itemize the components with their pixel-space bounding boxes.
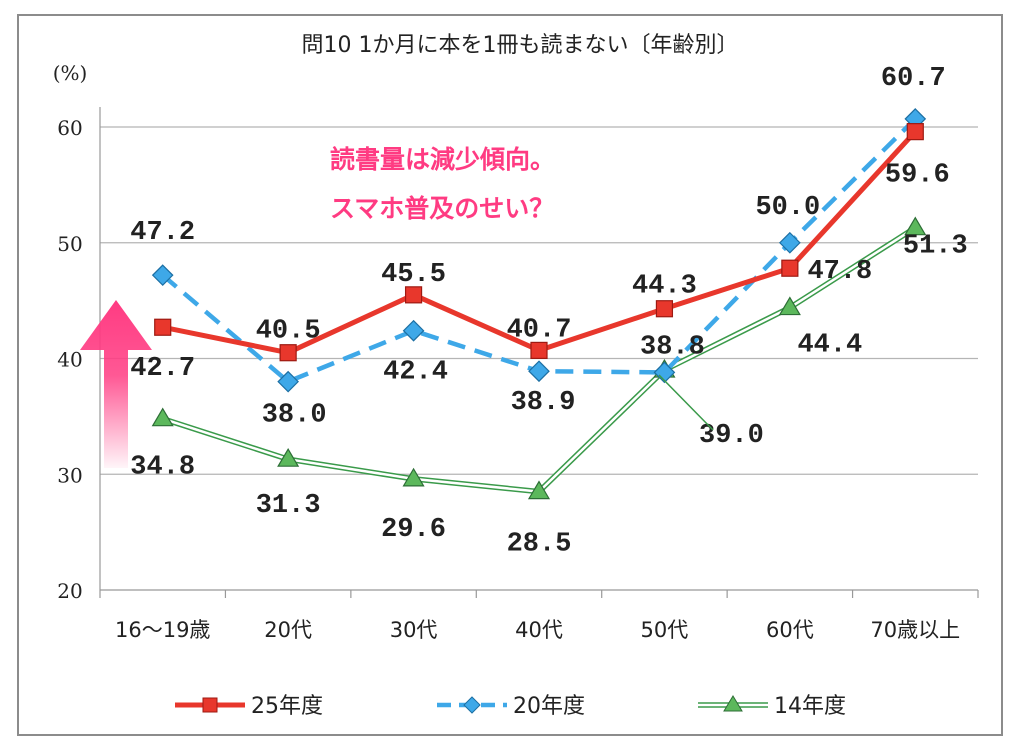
data-point bbox=[904, 216, 927, 236]
legend-label: 14年度 bbox=[774, 694, 846, 719]
data-label: 44.4 bbox=[797, 331, 862, 361]
data-label: 47.8 bbox=[807, 257, 872, 287]
data-point bbox=[151, 264, 174, 287]
data-point bbox=[528, 360, 550, 383]
data-label: 47.2 bbox=[130, 218, 195, 248]
series-layer bbox=[151, 108, 927, 500]
data-point bbox=[530, 341, 548, 359]
y-tick-label: 60 bbox=[57, 116, 82, 140]
data-label: 40.5 bbox=[256, 317, 321, 347]
x-tick-label: 60代 bbox=[766, 618, 814, 642]
y-tick-label: 20 bbox=[57, 579, 82, 603]
legend-marker bbox=[463, 696, 481, 714]
label-leader-line bbox=[658, 374, 714, 431]
legend-marker bbox=[202, 697, 218, 713]
data-point bbox=[154, 318, 172, 336]
series-25年度 bbox=[154, 123, 924, 362]
annotation-line-2: スマホ普及のせい？ bbox=[330, 194, 554, 223]
data-point bbox=[906, 123, 924, 141]
legend-label: 25年度 bbox=[251, 694, 323, 719]
data-label: 38.0 bbox=[262, 401, 327, 431]
annotation-line-1: 読書量は減少傾向。 bbox=[330, 145, 555, 174]
x-axis: 16〜19歳 20代 30代 40代 50代 60代 70歳以上 bbox=[99, 107, 979, 642]
data-point bbox=[151, 407, 174, 427]
chart-frame bbox=[17, 14, 1003, 736]
data-point bbox=[404, 286, 423, 304]
data-point bbox=[279, 344, 297, 362]
series-20年度 bbox=[151, 108, 927, 393]
x-tick-label: 30代 bbox=[390, 618, 438, 642]
data-label: 42.4 bbox=[383, 358, 448, 388]
data-label: 45.5 bbox=[381, 260, 446, 290]
y-tick-label: 40 bbox=[57, 348, 82, 372]
data-point bbox=[779, 231, 801, 254]
trend-arrow bbox=[80, 300, 152, 468]
y-tick-label: 30 bbox=[57, 463, 82, 487]
x-tick-label: 50代 bbox=[641, 618, 689, 642]
y-tick-label: 50 bbox=[57, 232, 82, 256]
y-axis-unit: (%) bbox=[53, 61, 88, 85]
x-tick-label: 20代 bbox=[264, 618, 312, 642]
data-point bbox=[402, 319, 425, 342]
data-label: 51.3 bbox=[903, 232, 968, 262]
legend-label: 20年度 bbox=[513, 694, 585, 719]
data-point bbox=[402, 467, 425, 487]
data-point bbox=[655, 300, 674, 318]
data-point bbox=[527, 480, 551, 500]
x-tick-label: 40代 bbox=[515, 618, 563, 642]
legend-item-14年度: 14年度 bbox=[698, 694, 846, 719]
data-point bbox=[277, 448, 300, 467]
data-label: 38.8 bbox=[640, 332, 705, 362]
gridlines bbox=[100, 126, 978, 591]
data-label: 42.7 bbox=[130, 354, 195, 384]
legend: 25年度 20年度 14年度 bbox=[175, 694, 846, 719]
data-label: 50.0 bbox=[755, 193, 820, 223]
data-label: 31.3 bbox=[256, 491, 321, 521]
data-label: 29.6 bbox=[381, 515, 446, 545]
data-label: 40.7 bbox=[507, 315, 572, 345]
x-tick-label: 16〜19歳 bbox=[115, 618, 210, 642]
data-labels: 42.7 40.5 45.5 40.7 44.3 47.8 59.6 47.2 38.0 42.4… bbox=[130, 64, 967, 560]
data-label: 38.9 bbox=[511, 388, 576, 418]
data-label: 60.7 bbox=[881, 64, 946, 94]
legend-marker bbox=[723, 695, 743, 712]
data-point bbox=[277, 370, 299, 393]
data-label: 59.6 bbox=[885, 161, 950, 191]
legend-item-20年度: 20年度 bbox=[437, 694, 585, 719]
x-tick-label: 70歳以上 bbox=[870, 618, 960, 642]
chart-title: 問10 1か月に本を1冊も読まない〔年齢別〕 bbox=[302, 33, 739, 58]
legend-item-25年度: 25年度 bbox=[175, 694, 323, 719]
data-label: 44.3 bbox=[632, 272, 697, 302]
data-point bbox=[781, 259, 799, 277]
data-label: 28.5 bbox=[507, 530, 572, 560]
data-point bbox=[778, 296, 801, 316]
y-axis-ticks: 20 30 40 50 60 bbox=[57, 116, 82, 603]
data-label: 34.8 bbox=[130, 453, 195, 483]
data-point bbox=[653, 361, 676, 384]
